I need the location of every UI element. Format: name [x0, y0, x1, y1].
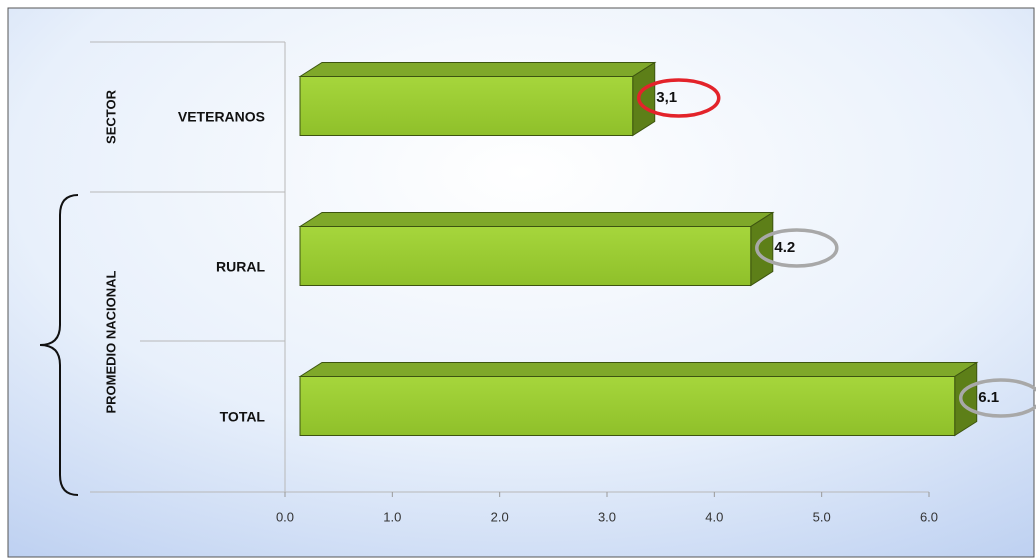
x-tick-label: 2.0: [491, 509, 509, 524]
bar-top: [298, 212, 775, 227]
bar: [298, 361, 979, 437]
bar: [298, 211, 775, 287]
frame-lines: [90, 41, 286, 493]
bar-front: [299, 76, 634, 136]
group-label: SECTOR: [103, 89, 118, 144]
x-tick-label: 3.0: [598, 509, 616, 524]
x-tick-label: 5.0: [813, 509, 831, 524]
x-tick-label: 4.0: [705, 509, 723, 524]
category-label: VETERANOS: [178, 109, 265, 125]
value-label-ring: [958, 378, 1036, 418]
bar: [298, 61, 657, 137]
x-tick-label: 1.0: [383, 509, 401, 524]
category-label: RURAL: [216, 259, 265, 275]
group-brace: [39, 194, 79, 496]
bar-front: [299, 376, 956, 436]
category-label: TOTAL: [220, 409, 266, 425]
value-label: 4.2: [774, 239, 795, 256]
bar-top: [298, 362, 979, 377]
value-label: 6.1: [978, 389, 999, 406]
group-label: PROMEDIO NACIONAL: [103, 270, 118, 413]
x-tick-label: 0.0: [276, 509, 294, 524]
value-label-ring: [636, 78, 721, 118]
bar-top: [298, 62, 657, 77]
bar-front: [299, 226, 752, 286]
x-tick-label: 6.0: [920, 509, 938, 524]
value-label: 3,1: [656, 89, 677, 106]
value-label-ring: [755, 228, 839, 268]
